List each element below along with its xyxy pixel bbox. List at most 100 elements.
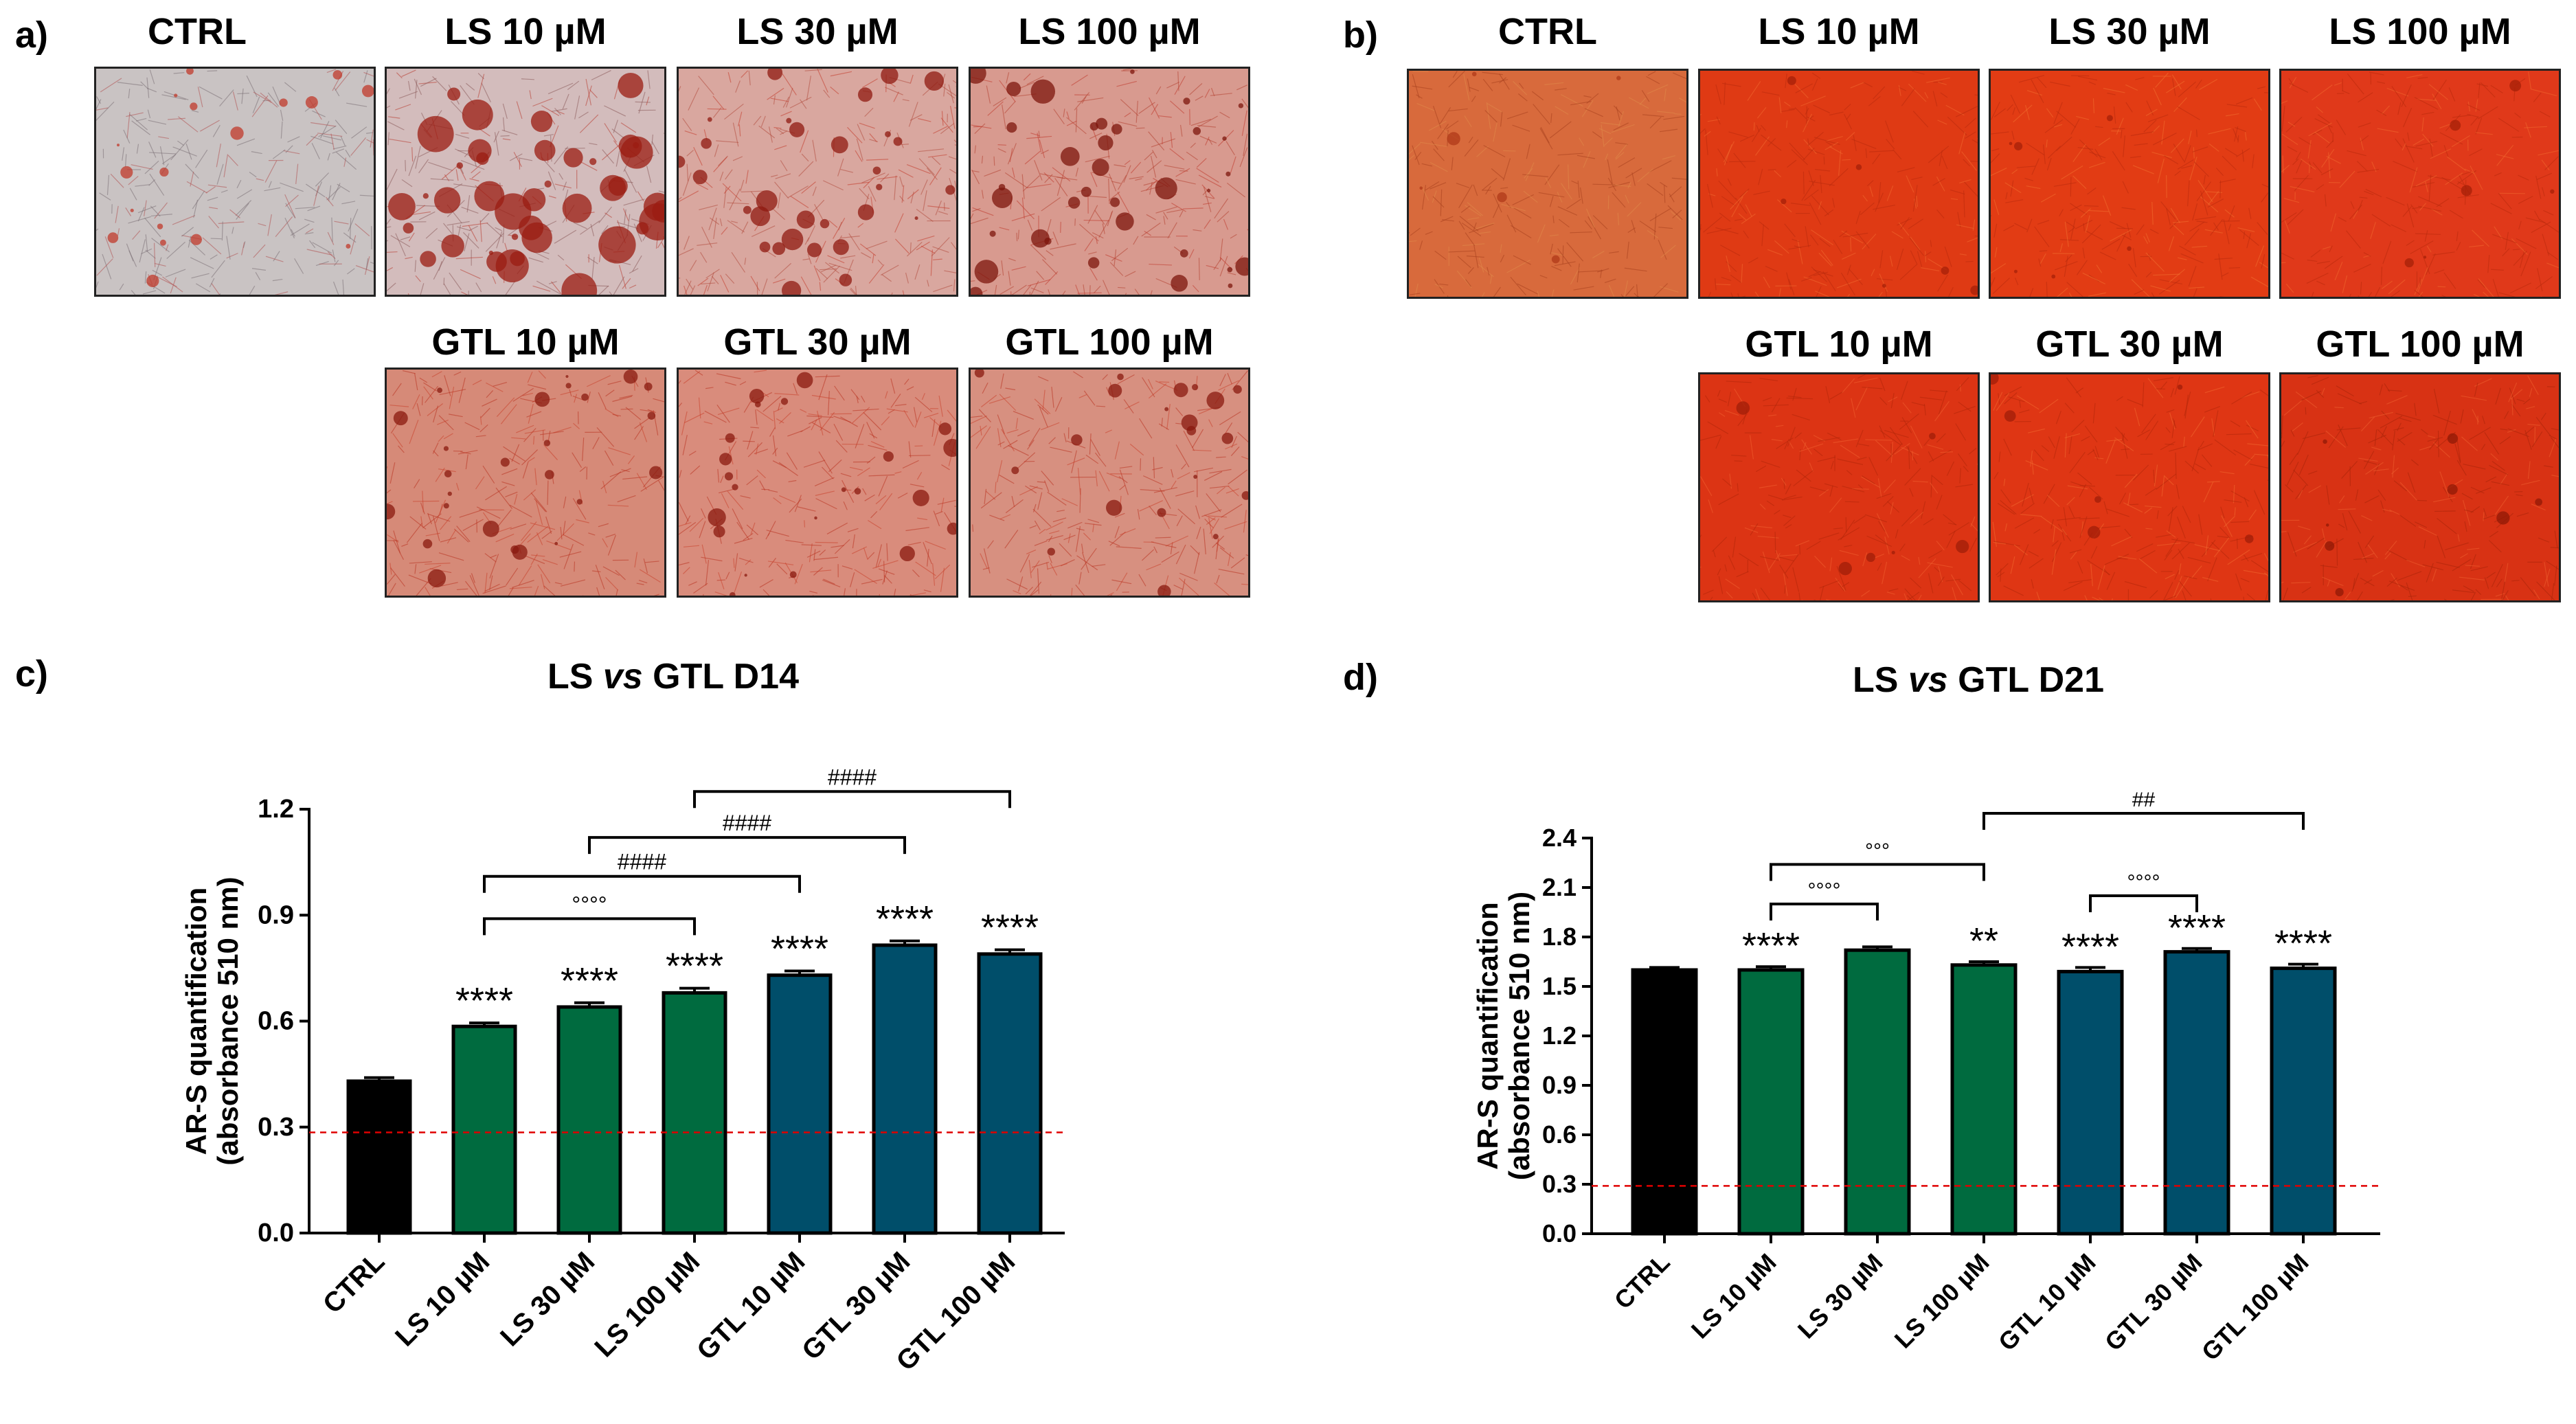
micrograph-a-ctrl bbox=[94, 67, 376, 297]
chart-d-bar-1 bbox=[1737, 968, 1805, 1236]
chart-d-bracket-label-2: °°°° bbox=[2127, 871, 2160, 894]
micrograph-b-ls30 bbox=[1989, 69, 2270, 299]
panel-b-label-ls10: LS 10 µM bbox=[1758, 11, 1920, 52]
micrograph-b-gtl100 bbox=[2279, 372, 2561, 602]
panel-a-label-ctrl: CTRL bbox=[148, 11, 247, 52]
panel-d-letter: d) bbox=[1343, 657, 1378, 698]
chart-d-ytick-label: 2.1 bbox=[1542, 873, 1577, 901]
chart-d-bracket-label-0: °°°° bbox=[1808, 879, 1841, 902]
chart-c-bracket-label-3: #### bbox=[828, 765, 877, 789]
chart-d-bracket-2: °°°° bbox=[2089, 871, 2198, 912]
micrograph-a-ls100 bbox=[969, 67, 1250, 297]
panel-b-label-gtl100: GTL 100 µM bbox=[2316, 324, 2524, 365]
chart-d-bar-2 bbox=[1844, 948, 1911, 1236]
chart-c-xlabel-4: GTL 10 µM bbox=[691, 1246, 811, 1366]
chart-c-significance-4: **** bbox=[771, 928, 828, 969]
chart-c-bracket-1: #### bbox=[483, 850, 801, 893]
micrograph-a-gtl10 bbox=[385, 368, 666, 598]
chart-c-title: LS vs GTL D14 bbox=[547, 657, 800, 697]
micrograph-a-gtl30 bbox=[677, 368, 958, 598]
chart-d-ytick-label: 0.9 bbox=[1542, 1071, 1577, 1099]
panel-a-label-ls10: LS 10 µM bbox=[444, 11, 607, 52]
chart-c-ytick-label: 0.6 bbox=[258, 1007, 294, 1036]
panel-b-label-gtl30: GTL 30 µM bbox=[2035, 324, 2224, 365]
chart-d-xlabel-5: GTL 30 µM bbox=[2099, 1248, 2208, 1357]
chart-c-xlabel-3: LS 100 µM bbox=[589, 1246, 705, 1363]
micrograph-a-ls30 bbox=[677, 67, 958, 297]
chart-d-xlabel-3: LS 100 µM bbox=[1889, 1248, 1995, 1354]
chart-d-significance-1: **** bbox=[1742, 925, 1800, 967]
chart-d-significance-3: ** bbox=[1969, 920, 1998, 962]
chart-c: AR-S quantification(absorbance 510 nm) 0.… bbox=[180, 765, 1065, 1377]
chart-c-bracket-2: #### bbox=[588, 811, 906, 855]
micrograph-a-ls10 bbox=[385, 67, 666, 297]
chart-d-xlabel-0: CTRL bbox=[1609, 1248, 1675, 1315]
chart-d-title: LS vs GTL D21 bbox=[1852, 660, 2105, 700]
chart-c-bar-5 bbox=[872, 943, 938, 1235]
chart-c-bar-4 bbox=[767, 973, 833, 1235]
chart-d-ytick-label: 0.6 bbox=[1542, 1120, 1577, 1149]
chart-c-bar-2 bbox=[556, 1005, 622, 1235]
panel-a-label-ls30: LS 30 µM bbox=[736, 11, 899, 52]
chart-c-ytick-label: 1.2 bbox=[258, 795, 294, 824]
chart-d-ytick-label: 1.5 bbox=[1542, 972, 1577, 1000]
panel-a-label-gtl10: GTL 10 µM bbox=[431, 321, 620, 363]
chart-d-bracket-label-3: ## bbox=[2132, 789, 2156, 811]
chart-c-xlabel-2: LS 30 µM bbox=[495, 1246, 600, 1352]
chart-d-bracket-0: °°°° bbox=[1770, 879, 1879, 920]
chart-c-significance-6: **** bbox=[981, 907, 1039, 949]
chart-c-significance-2: **** bbox=[561, 960, 618, 1002]
micrograph-b-ls100 bbox=[2279, 69, 2561, 299]
panel-b-label-ctrl: CTRL bbox=[1498, 11, 1597, 52]
chart-c-ytick-label: 0.3 bbox=[258, 1113, 294, 1142]
panel-c-letter: c) bbox=[15, 653, 49, 694]
chart-c-significance-1: **** bbox=[455, 980, 513, 1021]
panel-a-label-gtl100: GTL 100 µM bbox=[1005, 321, 1214, 363]
micrograph-b-gtl30 bbox=[1989, 372, 2270, 602]
chart-c-bar-6 bbox=[977, 952, 1043, 1235]
chart-c-bar-3 bbox=[662, 991, 727, 1235]
micrograph-a-gtl100 bbox=[969, 368, 1250, 598]
chart-d-bar-5 bbox=[2163, 950, 2230, 1236]
chart-c-significance-3: **** bbox=[666, 946, 723, 987]
chart-d-significance-4: **** bbox=[2061, 926, 2119, 967]
chart-d-xlabel-4: GTL 10 µM bbox=[1993, 1248, 2101, 1357]
chart-d-ytick-label: 0.0 bbox=[1542, 1219, 1577, 1247]
chart-d-xlabel-6: GTL 100 µM bbox=[2196, 1248, 2314, 1366]
chart-d-significance-6: **** bbox=[2274, 923, 2332, 964]
chart-d-bar-6 bbox=[2270, 967, 2337, 1236]
chart-d-bracket-1: °°° bbox=[1770, 839, 1985, 881]
chart-d-bar-0 bbox=[1631, 968, 1698, 1236]
chart-d-ytick-label: 1.2 bbox=[1542, 1021, 1577, 1050]
chart-d-significance-5: **** bbox=[2168, 907, 2226, 949]
chart-c-xlabel-1: LS 10 µM bbox=[389, 1246, 495, 1352]
chart-c-bar-0 bbox=[346, 1079, 412, 1235]
chart-d-ylabel: AR-S quantification(absorbance 510 nm) bbox=[1471, 892, 1535, 1180]
panel-a-letter: a) bbox=[15, 14, 49, 56]
chart-c-bracket-label-0: °°°° bbox=[572, 892, 607, 916]
micrograph-b-gtl10 bbox=[1698, 372, 1980, 602]
chart-c-ytick-label: 0.0 bbox=[258, 1219, 294, 1247]
chart-d: AR-S quantification(absorbance 510 nm)0.… bbox=[1471, 789, 2380, 1366]
chart-d-bar-3 bbox=[1950, 963, 2018, 1236]
panel-b-label-ls100: LS 100 µM bbox=[2329, 11, 2511, 52]
chart-c-bracket-0: °°°° bbox=[483, 892, 696, 936]
chart-d-bracket-label-1: °°° bbox=[1865, 839, 1890, 862]
micrograph-b-ls10 bbox=[1698, 69, 1980, 299]
chart-c-bracket-label-2: #### bbox=[723, 811, 771, 835]
chart-d-bar-4 bbox=[2057, 969, 2124, 1236]
panel-a-label-ls100: LS 100 µM bbox=[1018, 11, 1201, 52]
panel-a-label-gtl30: GTL 30 µM bbox=[723, 321, 912, 363]
chart-c-bracket-label-1: #### bbox=[618, 850, 666, 874]
chart-d-ytick-label: 1.8 bbox=[1542, 923, 1577, 951]
panel-b-letter: b) bbox=[1343, 14, 1378, 56]
chart-d-ytick-label: 2.4 bbox=[1542, 824, 1577, 852]
chart-d-xlabel-2: LS 30 µM bbox=[1792, 1248, 1888, 1344]
micrograph-b-ctrl bbox=[1407, 69, 1688, 299]
chart-d-bracket-3: ## bbox=[1982, 789, 2305, 830]
chart-c-xlabel-0: CTRL bbox=[317, 1246, 391, 1320]
chart-c-bar-1 bbox=[451, 1024, 517, 1235]
chart-d-xlabel-1: LS 10 µM bbox=[1686, 1248, 1782, 1344]
chart-d-ytick-label: 0.3 bbox=[1542, 1170, 1577, 1198]
chart-c-ylabel: AR-S quantification(absorbance 510 nm) bbox=[180, 877, 244, 1165]
